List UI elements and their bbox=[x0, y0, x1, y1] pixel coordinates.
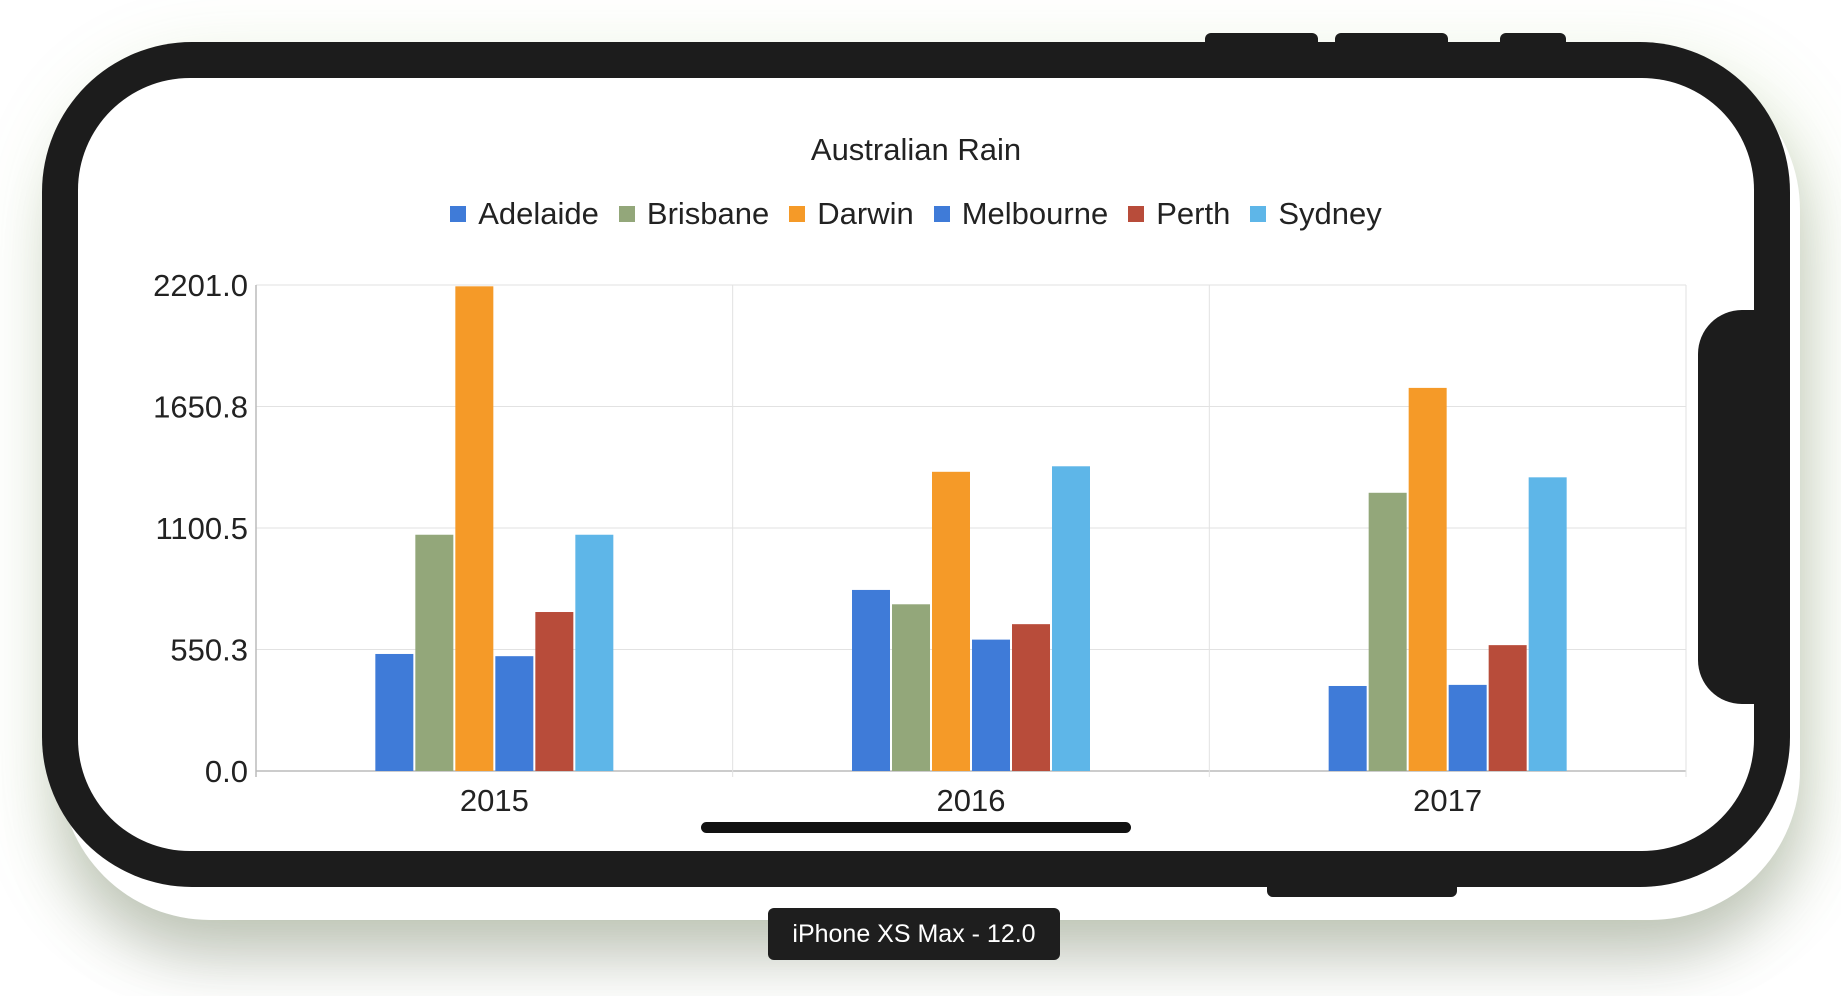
legend-swatch bbox=[618, 206, 635, 222]
bar-melbourne-2016 bbox=[972, 639, 1010, 771]
phone-screen: Australian Rain Adelaide Brisbane Darwin Me… bbox=[78, 78, 1754, 851]
home-indicator[interactable] bbox=[701, 822, 1131, 833]
legend-label: Brisbane bbox=[646, 196, 770, 231]
bar-perth-2017 bbox=[1488, 645, 1527, 771]
y-tick-label: 2201.0 bbox=[153, 268, 248, 303]
y-tick-label: 1650.8 bbox=[153, 389, 248, 424]
legend-swatch bbox=[789, 206, 806, 222]
legend-item-melbourne[interactable]: Melbourne bbox=[933, 196, 1109, 232]
bar-melbourne-2015 bbox=[495, 656, 534, 771]
phone-frame: Australian Rain Adelaide Brisbane Darwin Me… bbox=[42, 33, 1790, 897]
legend-item-adelaide[interactable]: Adelaide bbox=[450, 196, 599, 232]
notch bbox=[1698, 310, 1754, 704]
bar-adelaide-2016 bbox=[852, 589, 890, 771]
x-tick-label: 2016 bbox=[937, 783, 1006, 818]
bar-sydney-2015 bbox=[575, 534, 614, 771]
legend-label: Perth bbox=[1156, 196, 1231, 231]
bar-darwin-2015 bbox=[455, 286, 494, 771]
bar-chart-plot: 0.0 550.3 1100.5 1650.8 2201.0 2015 2016 2017 bbox=[153, 268, 1687, 818]
legend-item-brisbane[interactable]: Brisbane bbox=[618, 196, 770, 232]
legend-item-perth[interactable]: Perth bbox=[1128, 196, 1230, 232]
legend-label: Adelaide bbox=[478, 196, 599, 231]
legend-label: Melbourne bbox=[961, 196, 1109, 231]
mute-switch bbox=[1500, 33, 1566, 49]
bar-darwin-2016 bbox=[932, 471, 970, 771]
legend-item-darwin[interactable]: Darwin bbox=[789, 196, 914, 232]
bar-perth-2016 bbox=[1012, 624, 1050, 771]
legend-swatch bbox=[933, 206, 950, 222]
bar-brisbane-2017 bbox=[1368, 492, 1407, 771]
bar-sydney-2016 bbox=[1052, 466, 1090, 771]
bar-adelaide-2017 bbox=[1328, 685, 1367, 771]
legend-item-sydney[interactable]: Sydney bbox=[1250, 196, 1382, 232]
volume-down-button bbox=[1335, 33, 1448, 49]
volume-up-button bbox=[1205, 33, 1318, 49]
y-tick-label: 550.3 bbox=[170, 632, 248, 667]
legend-swatch bbox=[450, 206, 467, 222]
x-tick-label: 2015 bbox=[460, 783, 529, 818]
bar-brisbane-2015 bbox=[415, 534, 454, 771]
x-tick-label: 2017 bbox=[1413, 783, 1482, 818]
chart-legend: Adelaide Brisbane Darwin Melbourne Perth Sydn… bbox=[78, 196, 1754, 232]
legend-label: Darwin bbox=[817, 196, 914, 231]
chart-title: Australian Rain bbox=[810, 132, 1022, 167]
simulator-device-label: iPhone XS Max - 12.0 bbox=[768, 908, 1060, 960]
bar-darwin-2017 bbox=[1408, 387, 1447, 771]
bar-sydney-2017 bbox=[1528, 477, 1567, 771]
bar-brisbane-2016 bbox=[892, 604, 930, 771]
side-button bbox=[1267, 879, 1457, 897]
bar-adelaide-2015 bbox=[375, 653, 414, 771]
bar-perth-2015 bbox=[535, 612, 574, 771]
y-tick-label: 0.0 bbox=[205, 754, 248, 789]
y-tick-label: 1100.5 bbox=[155, 511, 248, 546]
legend-label: Sydney bbox=[1278, 196, 1382, 231]
legend-swatch bbox=[1128, 206, 1145, 222]
bar-melbourne-2017 bbox=[1448, 684, 1487, 771]
legend-swatch bbox=[1250, 206, 1267, 222]
